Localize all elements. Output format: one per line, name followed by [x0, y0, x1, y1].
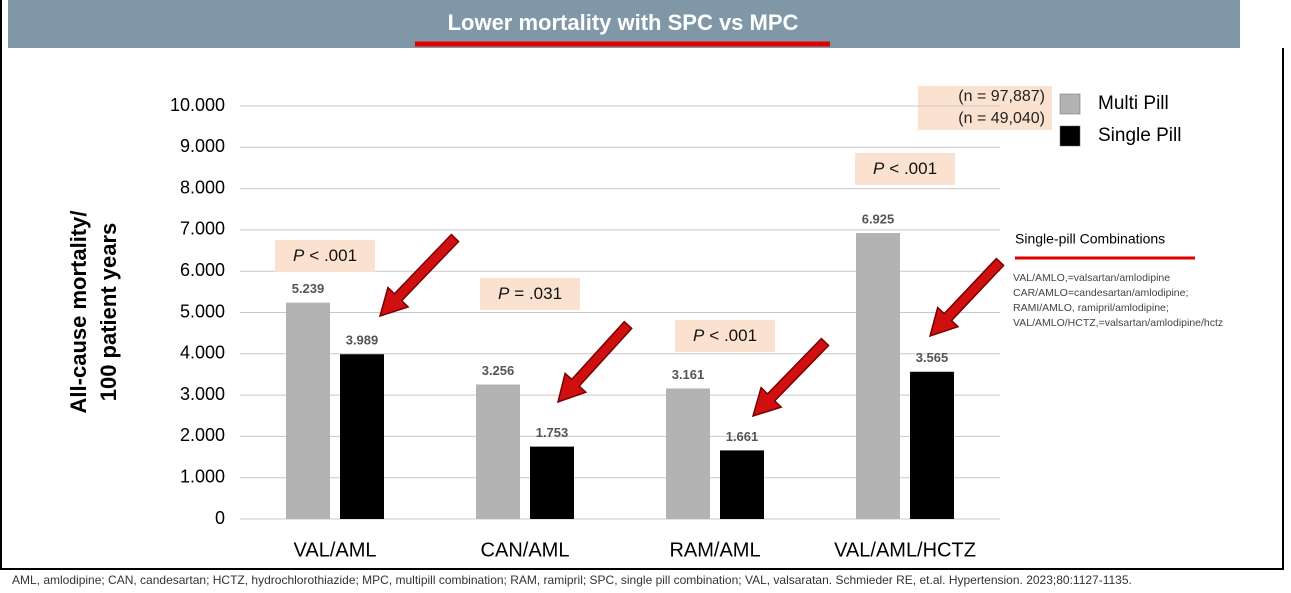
- side-note-line: RAMI/AMLO, ramipril/amlodipine;: [1013, 302, 1169, 314]
- x-tick-label: VAL/AML: [294, 539, 377, 561]
- x-tick-label: VAL/AML/HCTZ: [834, 539, 976, 561]
- arrow: [751, 337, 830, 418]
- p-relation: < .001: [889, 159, 937, 178]
- p-value-box: [480, 278, 580, 310]
- x-tick-label: CAN/AML: [481, 539, 570, 561]
- p-symbol: P: [693, 326, 705, 345]
- bar: [286, 302, 330, 519]
- value-label: 1.753: [536, 425, 569, 440]
- p-value: P < .001: [293, 246, 357, 265]
- p-value: P = .031: [498, 284, 562, 303]
- legend-note: (n = 97,887): [958, 88, 1045, 105]
- legend-note: (n = 49,040): [958, 110, 1045, 127]
- y-tick-label: 6.000: [180, 260, 225, 280]
- value-label: 6.925: [862, 211, 895, 226]
- legend-label: Multi Pill: [1098, 93, 1169, 114]
- p-relation: < .001: [709, 326, 757, 345]
- bar: [476, 384, 520, 519]
- value-label: 3.161: [672, 367, 705, 382]
- bar: [340, 354, 384, 519]
- p-value: P < .001: [693, 326, 757, 345]
- legend-label: Single Pill: [1098, 125, 1181, 146]
- value-label: 3.989: [346, 333, 379, 348]
- footnote: AML, amlodipine; CAN, candesartan; HCTZ,…: [12, 573, 1132, 587]
- value-label: 3.565: [916, 350, 949, 365]
- arrow: [378, 233, 460, 318]
- y-tick-label: 9.000: [180, 136, 225, 156]
- side-note-line: VAL/AMLO,=valsartan/amlodipine: [1013, 272, 1170, 284]
- p-symbol: P: [293, 246, 305, 265]
- side-note-title: Single-pill Combinations: [1015, 231, 1165, 247]
- bar: [720, 450, 764, 519]
- y-axis-label: All-cause mortality/: [66, 211, 91, 414]
- arrow: [556, 320, 633, 404]
- bar: [666, 388, 710, 519]
- bar: [530, 446, 574, 519]
- y-tick-label: 7.000: [180, 219, 225, 239]
- chart-title: Lower mortality with SPC vs MPC: [448, 10, 799, 35]
- y-tick-label: 5.000: [180, 301, 225, 321]
- legend-note-box: [918, 86, 1052, 130]
- y-tick-label: 10.000: [170, 95, 225, 115]
- side-note-line: CAR/AMLO=candesartan/amlodipine;: [1013, 287, 1188, 299]
- p-relation: < .001: [309, 246, 357, 265]
- bar: [856, 232, 900, 519]
- arrow: [928, 257, 1005, 338]
- p-value-box: [275, 240, 375, 272]
- header-bar: [8, 0, 1240, 48]
- y-tick-label: 0: [215, 508, 225, 528]
- y-tick-label: 4.000: [180, 343, 225, 363]
- p-relation: = .031: [514, 284, 562, 303]
- value-label: 3.256: [482, 363, 515, 378]
- value-label: 1.661: [726, 429, 759, 444]
- y-tick-label: 2.000: [180, 425, 225, 445]
- p-value: P < .001: [873, 159, 937, 178]
- legend-swatch: [1059, 93, 1081, 115]
- bar: [910, 371, 954, 519]
- y-axis-label: 100 patient years: [96, 223, 121, 402]
- p-symbol: P: [498, 284, 510, 303]
- p-symbol: P: [873, 159, 885, 178]
- y-tick-label: 3.000: [180, 384, 225, 404]
- y-tick-label: 1.000: [180, 466, 225, 486]
- legend-swatch: [1059, 125, 1081, 147]
- y-tick-label: 8.000: [180, 177, 225, 197]
- p-value-box: [675, 320, 775, 352]
- p-value-box: [855, 153, 955, 185]
- side-note-line: VAL/AMLO/HCTZ,=valsartan/amlodipine/hctz: [1013, 317, 1223, 329]
- value-label: 5.239: [292, 281, 325, 296]
- x-tick-label: RAM/AML: [669, 539, 760, 561]
